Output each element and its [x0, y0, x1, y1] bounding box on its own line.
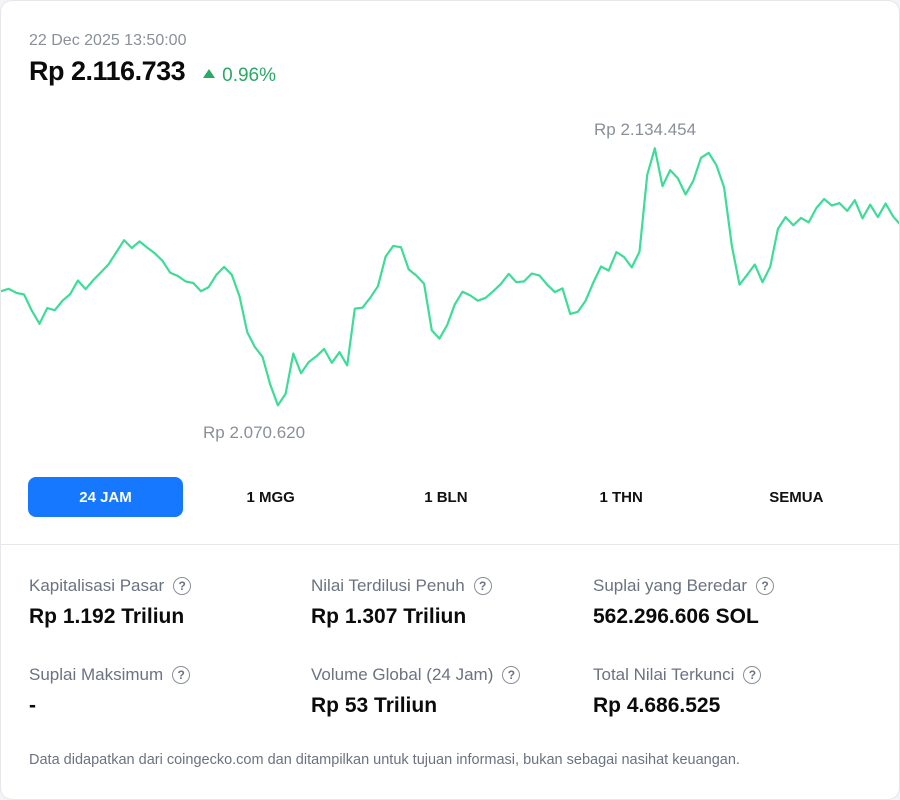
stat-max-supply: Suplai Maksimum ? - [29, 663, 311, 718]
price-change: 0.96% [203, 65, 276, 87]
range-tab-1-mgg[interactable]: 1 MGG [246, 488, 295, 506]
help-icon[interactable]: ? [173, 577, 192, 595]
stat-value: Rp 1.192 Triliun [29, 605, 185, 628]
stat-value: 562.296.606 SOL [593, 605, 759, 628]
help-icon[interactable]: ? [473, 577, 492, 595]
stat-fully-diluted-value: Nilai Terdilusi Penuh ? Rp 1.307 Triliun [311, 574, 593, 629]
help-icon[interactable]: ? [743, 666, 762, 684]
stat-label: Suplai Maksimum ? [29, 663, 311, 687]
price-line [1, 147, 899, 407]
price-line-group [1, 147, 899, 407]
help-icon[interactable]: ? [172, 666, 191, 684]
price-change-percent: 0.96% [222, 64, 276, 86]
range-selector: 24 JAM 1 MGG 1 BLN 1 THN SEMUA [28, 477, 884, 517]
price-chart-svg[interactable] [1, 101, 900, 451]
stat-value: Rp 1.307 Triliun [311, 605, 467, 628]
up-arrow-icon [203, 69, 216, 78]
stats-grid: Kapitalisasi Pasar ? Rp 1.192 Triliun Ni… [29, 574, 889, 718]
price-chart[interactable] [1, 101, 900, 451]
stat-value: Rp 4.686.525 [593, 694, 721, 717]
disclaimer-text: Data didapatkan dari coingecko.com dan d… [29, 752, 740, 768]
stat-label-text: Nilai Terdilusi Penuh [311, 576, 465, 595]
stat-global-volume: Volume Global (24 Jam) ? Rp 53 Triliun [311, 663, 593, 718]
high-price-label: Rp 2.134.454 [594, 120, 697, 139]
current-price: Rp 2.116.733 [29, 56, 186, 86]
stat-label: Volume Global (24 Jam) ? [311, 663, 593, 687]
stat-label: Suplai yang Beredar ? [593, 574, 875, 598]
stat-total-value-locked: Total Nilai Terkunci ? Rp 4.686.525 [593, 663, 875, 718]
stat-value: Rp 53 Triliun [311, 694, 438, 717]
section-divider [1, 544, 899, 545]
stat-label: Nilai Terdilusi Penuh ? [311, 574, 593, 598]
price-row: Rp 2.116.733 0.96% [29, 56, 276, 87]
stat-label-text: Suplai Maksimum [29, 665, 164, 684]
stat-label-text: Suplai yang Beredar [593, 576, 748, 595]
timestamp: 22 Dec 2025 13:50:00 [29, 32, 187, 49]
help-icon[interactable]: ? [502, 666, 521, 684]
stat-label-text: Volume Global (24 Jam) [311, 665, 494, 684]
help-icon[interactable]: ? [756, 577, 775, 595]
stat-label: Total Nilai Terkunci ? [593, 663, 875, 687]
stat-label: Kapitalisasi Pasar ? [29, 574, 311, 598]
stat-market-cap: Kapitalisasi Pasar ? Rp 1.192 Triliun [29, 574, 311, 629]
range-tab-1-bln[interactable]: 1 BLN [424, 488, 468, 506]
stat-value: - [29, 694, 36, 717]
range-tab-semua[interactable]: SEMUA [769, 488, 824, 506]
range-tab-24-jam[interactable]: 24 JAM [28, 477, 183, 517]
stat-label-text: Total Nilai Terkunci [593, 665, 735, 684]
range-tab-1-thn[interactable]: 1 THN [599, 488, 643, 506]
low-price-label: Rp 2.070.620 [203, 423, 306, 442]
stat-label-text: Kapitalisasi Pasar [29, 576, 165, 595]
stat-circulating-supply: Suplai yang Beredar ? 562.296.606 SOL [593, 574, 875, 629]
